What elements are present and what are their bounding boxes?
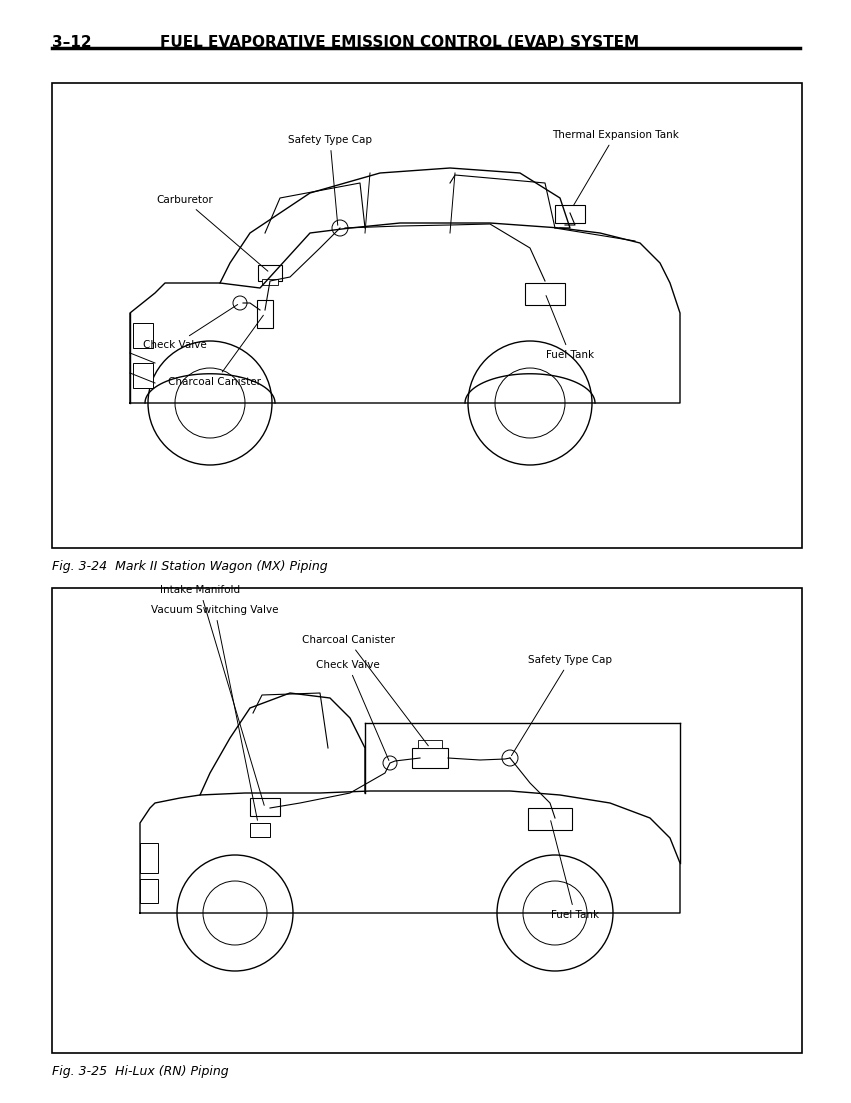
Bar — [133, 363, 153, 388]
Text: Fuel Tank: Fuel Tank — [546, 296, 594, 360]
Text: Thermal Expansion Tank: Thermal Expansion Tank — [551, 130, 678, 205]
Text: Carburetor: Carburetor — [157, 195, 268, 271]
Text: Charcoal Canister: Charcoal Canister — [168, 315, 263, 387]
Bar — [52, 588, 802, 1053]
Bar — [528, 808, 572, 829]
Text: Fig. 3-25  Hi-Lux (RN) Piping: Fig. 3-25 Hi-Lux (RN) Piping — [52, 1065, 229, 1078]
Text: Check Valve: Check Valve — [316, 660, 389, 760]
Bar — [52, 83, 802, 548]
Text: Safety Type Cap: Safety Type Cap — [511, 655, 612, 756]
Bar — [412, 748, 448, 768]
Bar — [555, 205, 585, 223]
Text: 3–12: 3–12 — [52, 35, 92, 50]
Bar — [140, 879, 158, 903]
Bar — [257, 300, 273, 328]
Text: Vacuum Switching Valve: Vacuum Switching Valve — [151, 606, 279, 821]
Bar — [133, 323, 153, 349]
Bar — [140, 843, 158, 872]
Text: Safety Type Cap: Safety Type Cap — [288, 135, 372, 225]
Bar — [525, 283, 565, 306]
Bar — [418, 740, 442, 748]
Bar — [258, 265, 282, 281]
Bar — [250, 797, 280, 816]
Text: Check Valve: Check Valve — [143, 304, 237, 350]
Text: Intake Manifold: Intake Manifold — [160, 585, 264, 805]
Text: Charcoal Canister: Charcoal Canister — [301, 635, 428, 746]
Text: FUEL EVAPORATIVE EMISSION CONTROL (EVAP) SYSTEM: FUEL EVAPORATIVE EMISSION CONTROL (EVAP)… — [160, 35, 639, 50]
Text: Fig. 3-24  Mark II Station Wagon (MX) Piping: Fig. 3-24 Mark II Station Wagon (MX) Pip… — [52, 560, 328, 572]
Bar — [250, 823, 270, 837]
Text: Fuel Tank: Fuel Tank — [551, 821, 599, 920]
Bar — [262, 279, 278, 285]
